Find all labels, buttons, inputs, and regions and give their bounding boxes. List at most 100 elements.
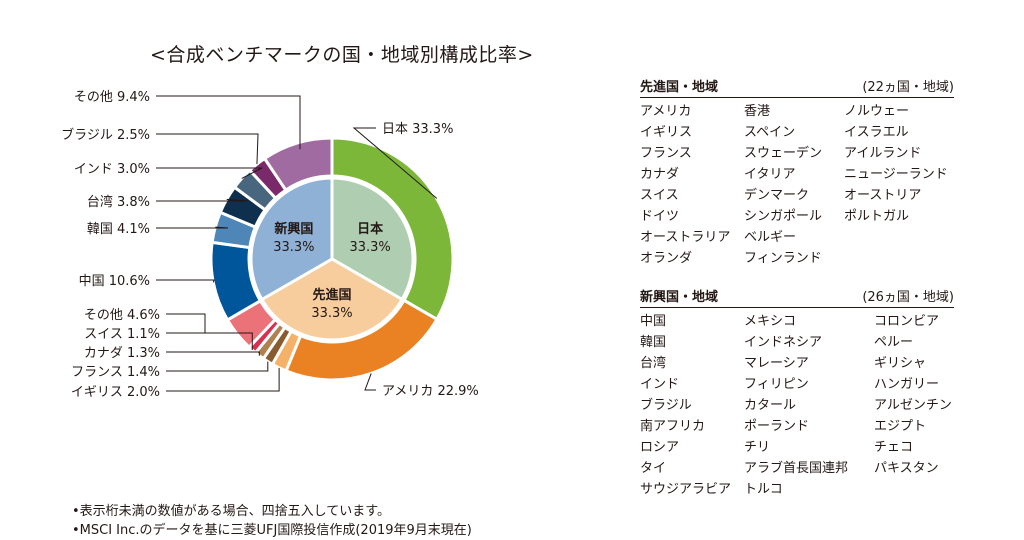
country-item: ギリシャ [874, 356, 927, 371]
country-item: 韓国 [640, 335, 667, 350]
country-item: ドイツ [640, 209, 680, 224]
emerging-heading: 新興国・地域 [640, 290, 719, 305]
country-item: チリ [744, 440, 771, 455]
donut-chart: 日本 33.3% アメリカ 22.9% イギリス 2.0% フランス 1.4% カナダ … [61, 90, 479, 400]
callout-label: その他 4.6% [84, 308, 160, 323]
country-item: オーストラリア [640, 230, 731, 245]
inner-value: 33.3% [349, 240, 390, 255]
country-item: アイルランド [844, 146, 922, 161]
developed-country-grid: アメリカイギリスフランスカナダスイスドイツオーストラリア オランダ 香港スペインスウ… [640, 101, 954, 269]
country-item: ペルー [874, 335, 914, 350]
callout-label: イギリス 2.0% [71, 385, 160, 400]
country-item: デンマーク [744, 188, 810, 203]
country-item: メキシコ [744, 314, 797, 329]
leader-line [156, 279, 215, 283]
country-item: ハンガリー [874, 377, 940, 392]
country-item: スイス [640, 188, 679, 203]
country-item: コロンビア [874, 314, 940, 329]
leader-line [166, 332, 253, 351]
country-item: エジプト [874, 419, 927, 434]
country-item: フィンランド [744, 251, 822, 266]
leader-line [156, 226, 229, 229]
country-item: イスラエル [844, 125, 909, 140]
country-item: 香港 [744, 104, 771, 119]
leader-line [156, 167, 263, 179]
country-item: 南アフリカ [640, 419, 706, 434]
country-item: アメリカ [640, 104, 692, 119]
callout-label: 日本 33.3% [382, 122, 453, 137]
footnote: •表示桁未満の数値がある場合、四捨五入しています。 [72, 504, 390, 519]
callout-label: スイス 1.1% [84, 327, 160, 342]
leader-line [156, 133, 259, 165]
country-item: トルコ [744, 482, 783, 497]
country-item: チェコ [874, 440, 914, 455]
leader-line [166, 313, 238, 334]
emerging-count: (26ヵ国・地域) [862, 290, 954, 305]
country-item: フランス [640, 146, 692, 161]
inner-label: 新興国 [274, 221, 313, 237]
inner-label: 日本 [357, 221, 383, 237]
country-item: マレーシア [744, 356, 809, 371]
country-item: イギリス [640, 125, 693, 140]
country-item: ロシア [640, 440, 680, 455]
chart-title: <合成ベンチマークの国・地域別構成比率> [150, 44, 534, 66]
country-item: カタール [744, 398, 797, 413]
country-item: オランダ [640, 251, 693, 266]
callout-label: 韓国 4.1% [87, 222, 150, 237]
country-item: アルゼンチン [874, 398, 952, 413]
country-item: ノルウェー [844, 104, 910, 119]
callout-label: インド 3.0% [74, 162, 150, 177]
country-item: カナダ [640, 167, 680, 182]
developed-panel: 先進国・地域 (22ヵ国・地域) アメリカ イギリス フランス カナダ スイス ドイツ オー… [640, 76, 954, 269]
callout-label: カナダ 1.3% [84, 346, 160, 361]
outer-slice [262, 136, 334, 193]
country-item: ベルギー [744, 230, 797, 245]
country-item: スペイン [744, 125, 796, 140]
country-item: パキスタン [874, 461, 939, 476]
footnote: •MSCI Inc.のデータを基に三菱UFJ国際投信作成(2019年9月末現在) [72, 523, 472, 538]
emerging-panel: 新興国・地域 (26ヵ国・地域) 中国韓国台湾インドブラジル南アフリカロシアタイ… [640, 286, 954, 500]
leader-line [166, 361, 269, 372]
inner-labels: 日本 33.3% 先進国 33.3% 新興国 33.3% [273, 221, 391, 321]
country-item: ニュージーランド [844, 167, 948, 182]
developed-count: (22ヵ国・地域) [862, 80, 954, 95]
leader-line [352, 127, 438, 199]
leader-line [156, 95, 301, 150]
outer-ring [209, 136, 455, 382]
country-item: スウェーデン [744, 146, 823, 161]
callout-label: フランス 1.4% [71, 365, 160, 380]
callout-label: 中国 10.6% [79, 274, 150, 289]
inner-value: 33.3% [273, 240, 314, 255]
country-item: ブラジル [640, 398, 692, 413]
leader-line [156, 198, 249, 202]
leader-line [364, 373, 376, 391]
callout-labels: 日本 33.3% アメリカ 22.9% イギリス 2.0% フランス 1.4% カナダ … [61, 90, 479, 400]
country-item: アラブ首長国連邦 [744, 461, 849, 476]
country-item: シンガポール [744, 209, 823, 224]
country-item: インドネシア [744, 335, 823, 350]
outer-slice [330, 136, 455, 322]
country-item: インド [640, 377, 680, 392]
leader-line [166, 351, 260, 356]
callout-label: ブラジル 2.5% [61, 127, 150, 143]
inner-slice [249, 176, 334, 302]
country-item: フィリピン [744, 377, 809, 392]
country-item: ポルトガル [844, 209, 910, 224]
inner-ring [249, 176, 415, 342]
developed-heading: 先進国・地域 [640, 80, 719, 95]
callout-leaders [156, 95, 438, 392]
callout-label: アメリカ 22.9% [382, 384, 479, 399]
inner-slice [259, 257, 405, 342]
inner-label: 先進国 [312, 287, 351, 303]
country-item: イタリア [744, 167, 796, 182]
country-item: 台湾 [640, 356, 667, 371]
emerging-country-grid: 中国韓国台湾インドブラジル南アフリカロシアタイサウジアラビア メキシコインドネシア… [640, 311, 954, 500]
callout-label: 台湾 3.8% [87, 194, 150, 210]
country-item: オーストリア [844, 188, 922, 203]
leader-line [166, 367, 280, 392]
country-item: 中国 [640, 314, 667, 329]
country-item: タイ [640, 461, 667, 476]
inner-value: 33.3% [311, 306, 352, 321]
country-item: サウジアラビア [640, 482, 732, 497]
country-item: ポーランド [744, 419, 810, 434]
